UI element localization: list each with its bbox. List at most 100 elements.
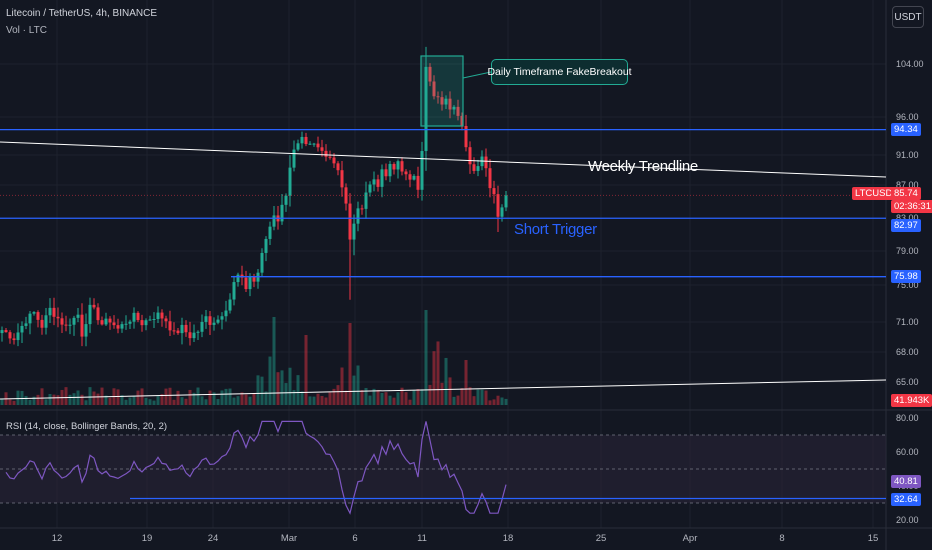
volume-bar	[404, 392, 408, 405]
volume-bar	[220, 390, 224, 405]
candle-body	[488, 168, 492, 189]
fakeout-note[interactable]: Daily Timeframe FakeBreakout	[487, 59, 632, 85]
candle-body	[356, 208, 360, 224]
candle-body	[156, 312, 160, 320]
volume-bar	[468, 387, 472, 405]
volume-bar	[200, 396, 204, 405]
candle-body	[340, 170, 344, 188]
volume-legend: Vol · LTC	[6, 25, 47, 36]
candle-body	[160, 312, 164, 319]
candle-body	[0, 330, 4, 334]
volume-bar	[108, 397, 112, 405]
volume-bar	[308, 396, 312, 405]
volume-bar	[16, 390, 20, 405]
candle-body	[104, 318, 108, 325]
volume-bar	[416, 389, 420, 405]
currency-button[interactable]: USDT	[892, 6, 924, 28]
horizontal-levels[interactable]	[0, 55, 887, 400]
volume-bar	[80, 394, 84, 405]
candle-body	[364, 192, 368, 209]
volume-bar	[180, 397, 184, 405]
candle-body	[216, 319, 220, 323]
volume-bar	[136, 390, 140, 405]
candle-body	[400, 161, 404, 172]
last-price-tag: 85.74	[891, 187, 921, 200]
candle-body	[332, 157, 336, 164]
volume-bar	[56, 395, 60, 405]
volume-bar	[140, 388, 144, 405]
candle-body	[152, 319, 156, 321]
candle-body	[184, 324, 188, 333]
candle-body	[4, 330, 8, 333]
candle-body	[136, 312, 140, 321]
short-trigger-label[interactable]: Short Trigger	[514, 221, 597, 238]
time-tick-label: 8	[779, 533, 784, 544]
weekly-trendline-label[interactable]: Weekly Trendline	[588, 158, 698, 175]
volume-bar	[348, 323, 352, 405]
candle-body	[44, 315, 48, 328]
volume-bar	[464, 360, 468, 405]
candle-body	[372, 179, 376, 185]
volume-bar	[20, 390, 24, 405]
volume-bar	[164, 388, 168, 405]
volume-bar	[504, 398, 508, 405]
candle-body	[504, 195, 508, 208]
volume-bar	[452, 396, 456, 405]
level-tag-76: 75.98	[891, 270, 921, 283]
candle-body	[60, 318, 64, 325]
volume-bar	[392, 397, 396, 405]
candle-body	[384, 169, 388, 177]
volume-bar	[336, 385, 340, 405]
volume-bar	[440, 382, 444, 405]
volume-bar	[160, 394, 164, 405]
volume-bar	[172, 399, 176, 405]
candle-body	[320, 147, 324, 151]
volume-bar	[88, 387, 92, 405]
lower-trendline	[0, 379, 887, 400]
candle-body	[172, 330, 176, 332]
volume-bar	[300, 391, 304, 405]
rsi-tick-label: 20.00	[896, 515, 919, 525]
candle-body	[32, 312, 36, 314]
candle-body	[80, 314, 84, 337]
volume-bar	[64, 387, 68, 405]
candle-body	[168, 321, 172, 331]
candle-body	[232, 282, 236, 300]
price-tick-label: 83.00	[896, 213, 919, 223]
volume-bar	[396, 392, 400, 405]
volume-bar	[84, 400, 88, 405]
volume-bar	[376, 389, 380, 405]
volume-bar	[244, 394, 248, 405]
volume-bar	[296, 375, 300, 405]
volume-bar	[324, 397, 328, 405]
volume-bar	[284, 383, 288, 405]
time-tick-label: Mar	[281, 533, 297, 544]
volume-bar	[360, 390, 364, 405]
candle-body	[64, 324, 68, 326]
volume-bar	[472, 396, 476, 405]
price-tick-label: 71.00	[896, 317, 919, 327]
symbol-tag: LTCUSDT	[852, 187, 902, 200]
volume-bar	[272, 317, 276, 405]
candle-body	[16, 332, 20, 341]
volume-bar	[320, 395, 324, 405]
candle-body	[268, 226, 272, 239]
volume-bar	[24, 395, 28, 405]
candle-body	[428, 66, 432, 82]
time-tick-label: 6	[352, 533, 357, 544]
volume-bar	[488, 400, 492, 405]
candle-body	[88, 304, 92, 325]
candle-body	[76, 314, 80, 318]
volume-bar	[52, 394, 56, 405]
volume-bar	[68, 394, 72, 405]
candle-body	[140, 320, 144, 326]
volume-bar	[208, 390, 212, 405]
candle-body	[92, 304, 96, 308]
candle-body	[468, 147, 472, 165]
rsi-tick-label: 80.00	[896, 413, 919, 423]
volume-bar	[256, 375, 260, 405]
candle-body	[420, 151, 424, 190]
candle-body	[416, 175, 420, 190]
